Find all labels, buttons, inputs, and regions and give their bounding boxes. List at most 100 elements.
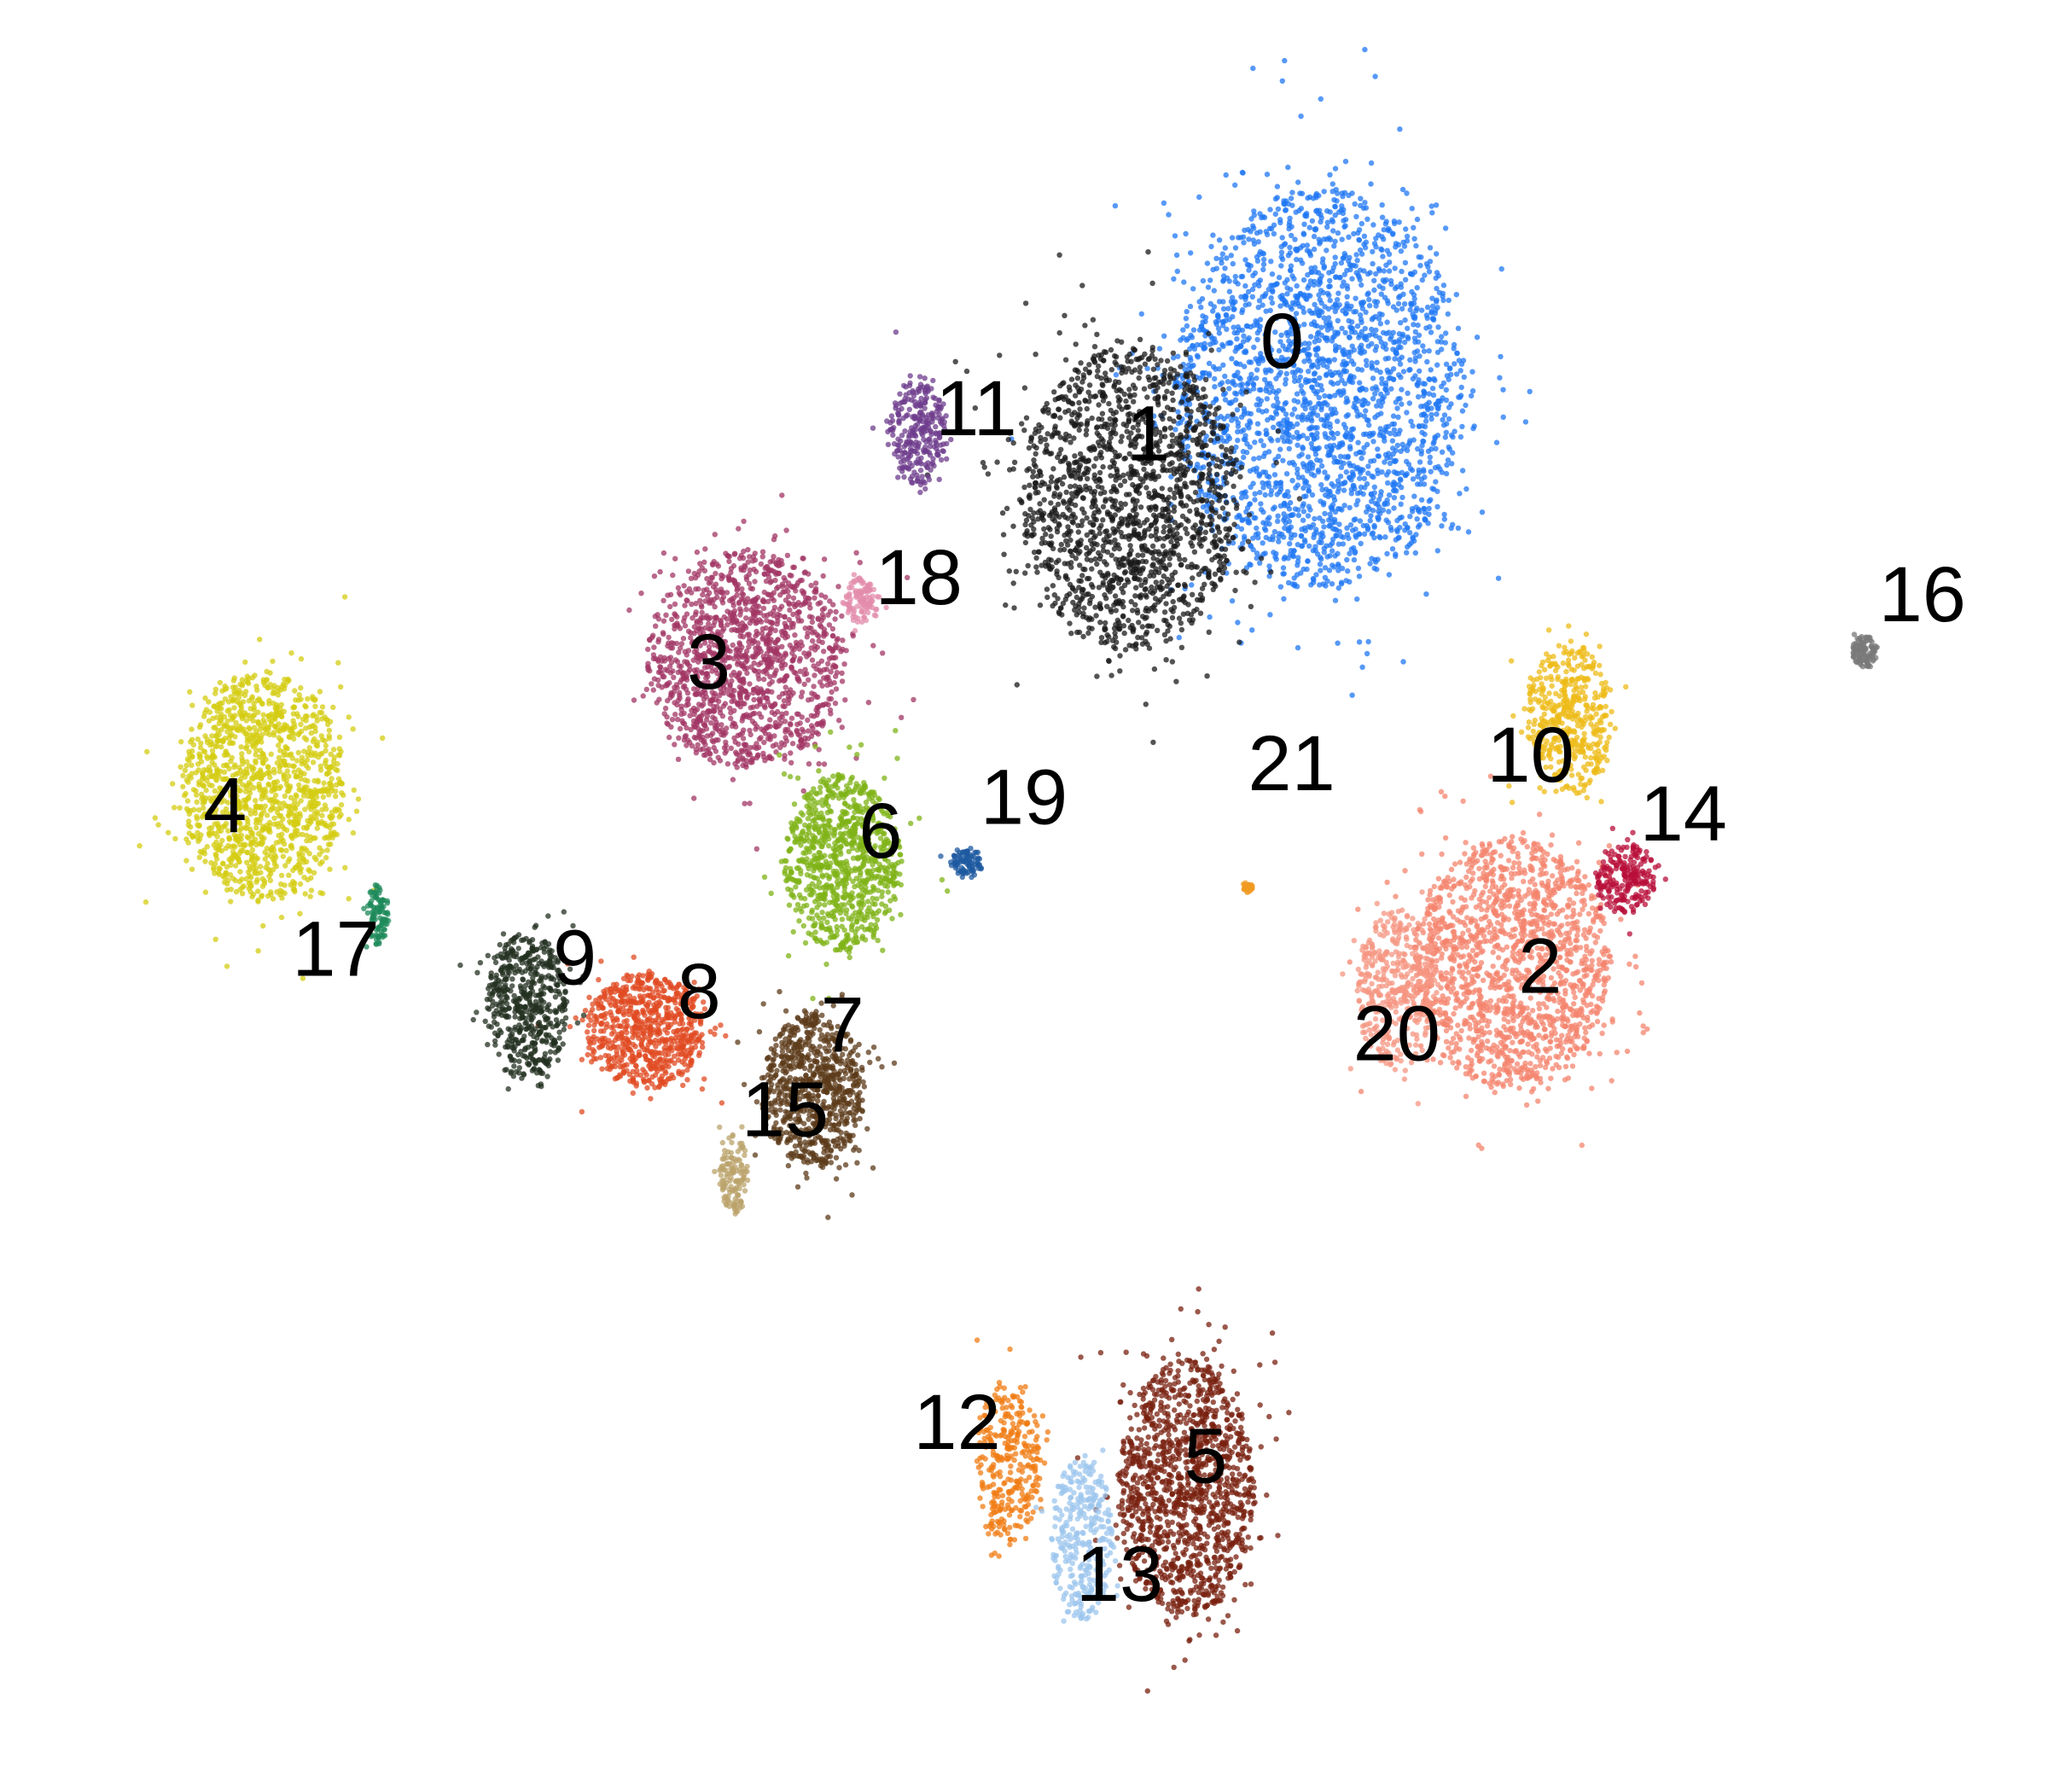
- scatter-point: [1076, 604, 1082, 610]
- scatter-point: [1342, 311, 1349, 317]
- scatter-point: [1238, 464, 1245, 470]
- scatter-point: [1167, 515, 1174, 521]
- scatter-point: [1067, 591, 1073, 597]
- scatter-point: [1183, 526, 1189, 532]
- scatter-point: [1114, 338, 1120, 344]
- scatter-point: [1226, 386, 1232, 392]
- scatter-point: [1431, 883, 1438, 890]
- scatter-point: [1393, 470, 1399, 476]
- scatter-point: [1342, 159, 1349, 165]
- scatter-point: [1167, 636, 1173, 642]
- scatter-point: [1300, 493, 1307, 500]
- scatter-point: [1354, 413, 1361, 419]
- scatter-point: [1305, 454, 1312, 460]
- scatter-point: [1415, 382, 1421, 389]
- scatter-point: [1343, 469, 1350, 475]
- scatter-point: [1031, 443, 1037, 449]
- scatter-point: [1334, 532, 1340, 539]
- scatter-point: [1218, 538, 1225, 544]
- scatter-point: [1121, 582, 1128, 589]
- scatter-point: [1385, 225, 1392, 232]
- scatter-point: [1309, 445, 1316, 451]
- scatter-point: [1143, 559, 1149, 565]
- scatter-point: [1338, 581, 1345, 587]
- scatter-point: [1197, 610, 1204, 616]
- scatter-point: [1337, 506, 1343, 512]
- scatter-point: [1084, 420, 1091, 427]
- scatter-point: [1214, 416, 1220, 422]
- scatter-point: [1324, 247, 1329, 253]
- scatter-point: [1375, 453, 1382, 459]
- scatter-point: [1332, 343, 1339, 349]
- scatter-point: [1217, 559, 1223, 565]
- scatter-point: [1440, 380, 1447, 387]
- scatter-point: [1332, 212, 1338, 218]
- scatter-point: [1245, 519, 1251, 526]
- scatter-point: [1395, 300, 1402, 307]
- scatter-point: [1500, 414, 1506, 420]
- scatter-point: [1317, 375, 1323, 381]
- scatter-point: [1211, 288, 1218, 294]
- scatter-point: [1386, 492, 1393, 498]
- scatter-point: [1164, 534, 1171, 540]
- scatter-point: [1292, 236, 1298, 242]
- scatter-point: [1163, 657, 1169, 663]
- scatter-point: [1396, 339, 1402, 346]
- scatter-point: [1535, 1098, 1541, 1104]
- scatter-point: [1448, 401, 1454, 407]
- scatter-point: [1302, 340, 1308, 346]
- scatter-point: [1315, 364, 1321, 370]
- scatter-point: [1219, 444, 1225, 450]
- scatter-point: [1473, 952, 1479, 958]
- scatter-point: [1342, 329, 1348, 336]
- scatter-point: [1450, 899, 1456, 905]
- scatter-point: [1457, 433, 1464, 440]
- scatter-point: [1254, 465, 1260, 471]
- scatter-point: [1192, 489, 1199, 496]
- scatter-point: [1100, 438, 1106, 444]
- scatter-point: [1161, 200, 1167, 207]
- scatter-point: [1312, 227, 1318, 233]
- scatter-point: [1324, 364, 1330, 370]
- scatter-point: [1370, 430, 1376, 436]
- scatter-point: [1091, 357, 1097, 363]
- scatter-point: [1213, 471, 1220, 478]
- scatter-point: [1202, 529, 1209, 535]
- scatter-point: [1584, 972, 1590, 978]
- scatter-point: [1006, 568, 1013, 574]
- scatter-point: [1441, 511, 1447, 518]
- scatter-point: [1030, 474, 1036, 480]
- scatter-point: [1044, 586, 1050, 592]
- scatter-point: [1111, 546, 1118, 552]
- scatter-point: [1051, 389, 1057, 395]
- scatter-point: [1354, 596, 1360, 602]
- scatter-point: [1428, 203, 1434, 209]
- scatter-point: [1117, 668, 1123, 674]
- scatter-point: [1418, 451, 1424, 457]
- scatter-point: [1332, 204, 1339, 210]
- scatter-point: [1100, 517, 1106, 523]
- scatter-point: [1061, 500, 1068, 506]
- scatter-point: [1210, 232, 1216, 238]
- scatter-point: [1040, 517, 1047, 523]
- scatter-point: [1248, 216, 1254, 222]
- scatter-point: [1415, 393, 1422, 400]
- scatter-point: [1413, 504, 1419, 510]
- scatter-point: [1196, 483, 1203, 490]
- scatter-point: [1268, 492, 1274, 497]
- scatter-point: [1252, 497, 1258, 503]
- scatter-point: [1166, 212, 1172, 218]
- scatter-point: [1219, 505, 1226, 511]
- scatter-point: [1055, 454, 1061, 461]
- scatter-point: [1309, 432, 1315, 438]
- scatter-point: [1410, 509, 1416, 515]
- scatter-point: [1426, 348, 1432, 354]
- scatter-point: [1342, 223, 1348, 229]
- scatter-point: [1107, 444, 1114, 451]
- scatter-point: [1151, 413, 1157, 419]
- scatter-point: [1417, 459, 1423, 465]
- scatter-point: [1597, 1050, 1603, 1057]
- scatter-point: [1400, 659, 1406, 665]
- scatter-point: [1184, 444, 1191, 450]
